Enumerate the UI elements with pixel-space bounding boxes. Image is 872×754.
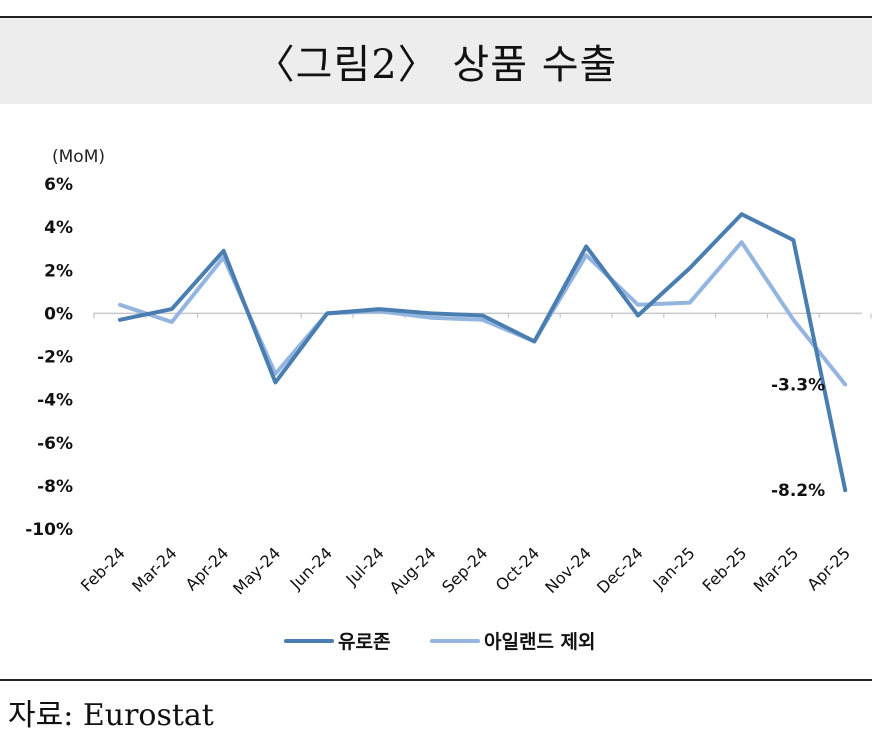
x-tick-label: Oct-24 bbox=[492, 543, 543, 594]
top-rule bbox=[0, 16, 872, 18]
y-tick-label: -4% bbox=[37, 391, 73, 411]
y-tick-label: 6% bbox=[44, 175, 73, 195]
unit-label: (MoM) bbox=[52, 147, 105, 167]
end-data-label: -3.3% bbox=[771, 376, 825, 396]
y-tick-label: 2% bbox=[44, 261, 73, 281]
x-tick-label: Jun-24 bbox=[286, 543, 336, 593]
x-tick-label: Dec-24 bbox=[593, 543, 647, 597]
line-chart: (MoM) 6%4%2%0%-2%-4%-6%-8%-10% Feb-24 Mar… bbox=[25, 147, 872, 653]
x-tick-label: Sep-24 bbox=[438, 543, 491, 596]
x-tick-label: Feb-24 bbox=[77, 543, 129, 595]
y-tick-label: -8% bbox=[37, 477, 73, 497]
y-tick-label: 0% bbox=[44, 304, 73, 324]
series-line bbox=[118, 212, 848, 493]
series-lines bbox=[118, 212, 848, 493]
x-tick-label: Apr-24 bbox=[182, 543, 233, 594]
x-tick-label: Mar-24 bbox=[128, 543, 181, 596]
y-tick-label: 4% bbox=[44, 218, 73, 238]
y-axis: 6% 4% 2% 0% -2% -4% -6% -8% -10% bbox=[25, 175, 73, 540]
chart-title: 〈그림2〉 상품 수출 bbox=[254, 42, 618, 88]
end-data-label: -8.2% bbox=[771, 481, 825, 501]
x-tick-label: Nov-24 bbox=[541, 543, 595, 597]
bottom-rule bbox=[0, 679, 872, 681]
legend-label: 아일랜드 제외 bbox=[484, 631, 596, 653]
y-tick-label: -10% bbox=[25, 520, 73, 540]
source-note: 자료: Eurostat bbox=[8, 698, 214, 733]
x-tick-label: Aug-24 bbox=[386, 543, 440, 597]
y-tick-label: -6% bbox=[37, 434, 73, 454]
y-tick-label: -2% bbox=[37, 348, 73, 368]
x-tick-label: May-24 bbox=[229, 543, 284, 598]
x-tick-label: Jul-24 bbox=[342, 543, 388, 589]
legend: 유로존 아일랜드 제외 bbox=[284, 631, 596, 653]
x-tick-label: Mar-25 bbox=[750, 543, 803, 596]
legend-label: 유로존 bbox=[338, 631, 390, 653]
title-bar: 〈그림2〉 상품 수출 bbox=[0, 18, 872, 104]
x-tick-label: Jan-25 bbox=[649, 543, 699, 593]
x-tick-label: Feb-25 bbox=[698, 543, 750, 595]
data-labels: -8.2% -3.3% bbox=[771, 376, 825, 502]
x-tick-label: Apr-25 bbox=[803, 543, 854, 594]
